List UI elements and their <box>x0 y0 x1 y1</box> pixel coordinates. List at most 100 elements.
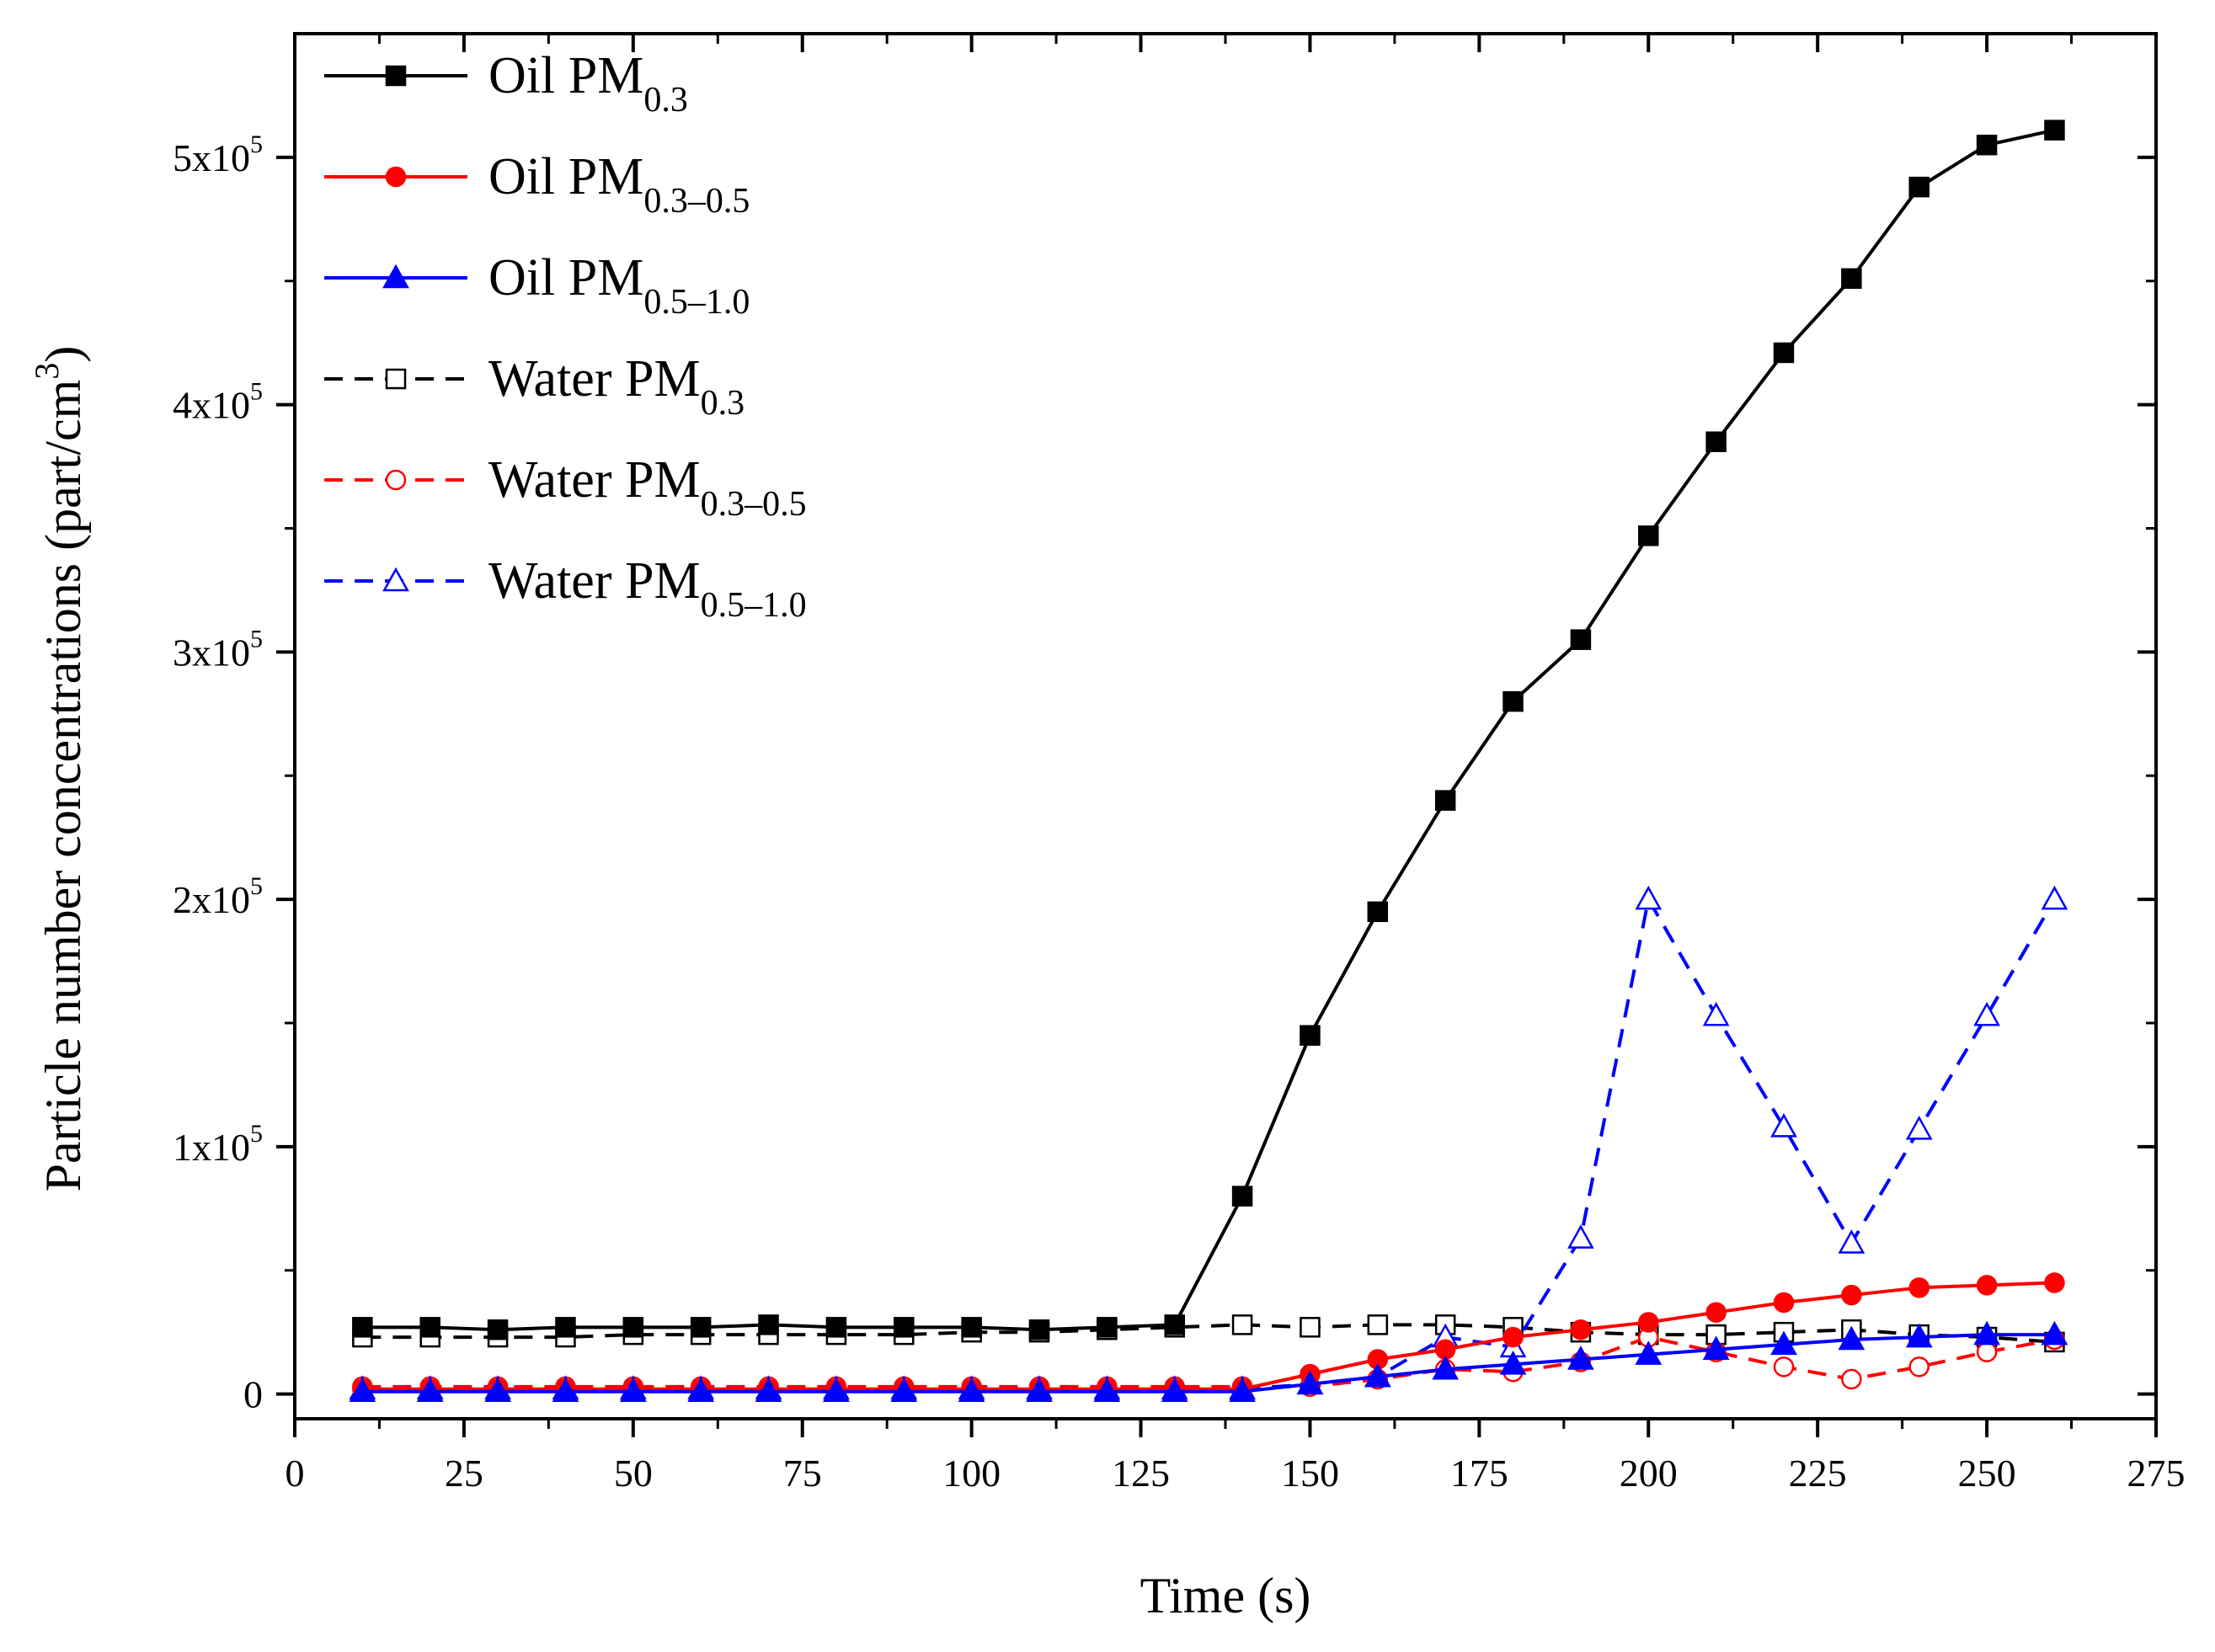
y-tick-label: 3x105 <box>173 625 263 674</box>
legend-swatch-marker <box>385 469 407 491</box>
legend-label: Water PM0.5–1.0 <box>488 552 807 625</box>
legend-label: Oil PM0.3 <box>488 47 688 120</box>
series-water-pm0-3 <box>352 1314 2065 1353</box>
data-point <box>2041 885 2068 910</box>
data-point <box>1231 1314 1253 1335</box>
data-point <box>2041 1320 2068 1346</box>
y-tick-label: 0 <box>243 1373 263 1416</box>
data-point <box>1976 1275 1998 1296</box>
data-point <box>1770 1330 1797 1356</box>
data-point <box>1028 1319 1050 1340</box>
data-point <box>1093 1378 1121 1402</box>
x-tick-label: 100 <box>942 1452 1001 1495</box>
data-point <box>1300 1025 1321 1046</box>
legend-label: Water PM0.3–0.5 <box>488 451 807 524</box>
data-point <box>1367 1314 1389 1335</box>
data-point <box>1570 1319 1592 1340</box>
data-point <box>484 1378 511 1402</box>
y-tick-label: 5x105 <box>173 131 263 179</box>
data-point <box>690 1317 712 1338</box>
data-point <box>2044 120 2065 141</box>
data-point <box>1364 1362 1391 1388</box>
x-tick-label: 225 <box>1789 1452 1847 1495</box>
data-point <box>958 1378 985 1402</box>
data-point <box>1908 176 1929 198</box>
data-point <box>1367 901 1389 923</box>
data-point <box>1296 1370 1324 1395</box>
series-oil-pm0-5-1-0 <box>349 1320 2068 1402</box>
data-point <box>349 1378 376 1402</box>
data-point <box>1841 1368 1862 1390</box>
data-point <box>1908 1277 1929 1298</box>
data-point <box>1838 1325 1865 1351</box>
data-point <box>1164 1314 1185 1335</box>
data-point <box>555 1317 576 1338</box>
data-point <box>1905 1115 1933 1140</box>
data-point <box>416 1378 444 1402</box>
data-point <box>1499 1351 1527 1375</box>
data-point <box>1567 1346 1594 1370</box>
data-point <box>1973 1320 2000 1346</box>
legend-label: Oil PM0.3–0.5 <box>488 148 750 221</box>
data-point <box>487 1319 509 1340</box>
data-point <box>2044 1272 2065 1293</box>
data-point <box>1638 1312 1659 1333</box>
x-tick-label: 0 <box>286 1452 305 1495</box>
data-point <box>1702 1335 1730 1360</box>
data-point <box>1773 342 1795 364</box>
axes-group <box>276 32 2158 1437</box>
x-tick-label: 50 <box>614 1452 653 1495</box>
legend-swatch-marker <box>382 264 409 289</box>
tick-labels-group: 0 25 50 75 100 125 150 175 200 225 250 275 0 1x105 2x1… <box>173 131 2186 1495</box>
data-point <box>823 1378 850 1402</box>
data-point <box>1841 1284 1862 1306</box>
data-point <box>619 1378 647 1402</box>
data-point <box>1300 1317 1321 1338</box>
x-tick-label: 250 <box>1958 1452 2016 1495</box>
data-point <box>1705 1302 1727 1323</box>
legend-item: Oil PM0.3–0.5 <box>324 148 750 221</box>
data-point <box>419 1317 440 1338</box>
x-tick-label: 125 <box>1112 1452 1170 1495</box>
legend-swatch-marker <box>382 567 409 592</box>
y-tick-label: 2x105 <box>173 872 263 921</box>
legend-swatch-marker <box>385 166 407 188</box>
data-point <box>1905 1323 1933 1348</box>
legend-item: Oil PM0.5–1.0 <box>324 249 750 322</box>
legend-item: Oil PM0.3 <box>324 47 688 120</box>
legend-label: Water PM0.3 <box>488 350 745 423</box>
data-point <box>1432 1355 1460 1380</box>
series-water-pm0-5-1-0 <box>349 885 2068 1399</box>
data-point <box>1161 1378 1188 1402</box>
x-tick-label: 75 <box>783 1452 822 1495</box>
data-point <box>1838 1229 1865 1254</box>
data-point <box>894 1317 915 1338</box>
data-point <box>758 1314 779 1335</box>
data-point <box>1773 1292 1795 1314</box>
data-point <box>1770 1113 1797 1138</box>
x-tick-label: 275 <box>2127 1452 2186 1495</box>
data-point <box>1638 525 1659 546</box>
series-line <box>362 898 2057 1391</box>
data-point <box>755 1378 782 1402</box>
data-point <box>687 1378 715 1402</box>
data-point <box>352 1317 373 1338</box>
data-point <box>1702 1001 1730 1026</box>
data-point <box>1229 1378 1256 1402</box>
x-tick-label: 175 <box>1450 1452 1508 1495</box>
legend-item: Water PM0.5–1.0 <box>324 552 807 625</box>
y-tick-label: 1x105 <box>173 1120 263 1169</box>
data-point <box>1635 885 1663 910</box>
data-point <box>1635 1340 1663 1365</box>
x-tick-label: 25 <box>445 1452 483 1495</box>
data-point <box>1502 690 1524 712</box>
legend-swatch-marker <box>385 65 407 87</box>
data-point <box>1434 790 1456 811</box>
data-point <box>1841 268 1862 290</box>
data-point <box>1973 1001 2000 1026</box>
data-point <box>1773 1356 1795 1378</box>
x-tick-label: 200 <box>1620 1452 1678 1495</box>
y-tick-label: 4x105 <box>173 378 263 427</box>
